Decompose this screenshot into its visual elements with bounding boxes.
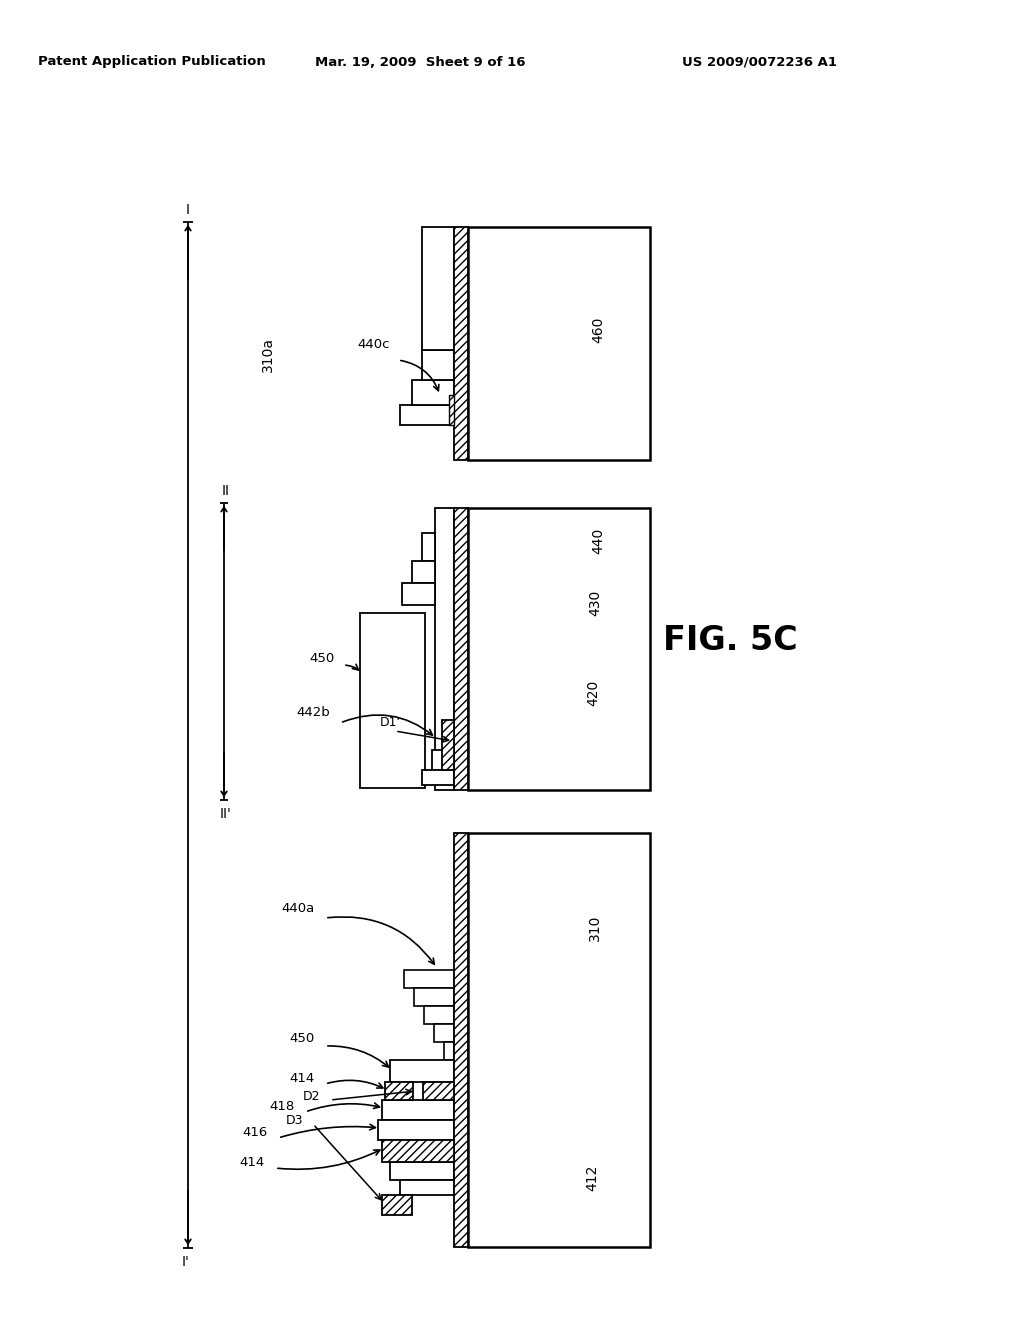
Text: 460: 460 <box>591 317 605 343</box>
Bar <box>449 395 454 425</box>
Bar <box>432 750 454 770</box>
Text: I': I' <box>182 1255 189 1269</box>
Bar <box>382 1195 412 1214</box>
Text: II': II' <box>220 807 232 821</box>
Bar <box>382 1100 454 1119</box>
Bar <box>422 770 454 785</box>
Bar <box>423 1082 454 1100</box>
Bar <box>435 508 454 789</box>
Text: 418: 418 <box>269 1100 295 1113</box>
Bar <box>434 1024 454 1041</box>
Text: 416: 416 <box>243 1126 268 1139</box>
Bar <box>424 1006 454 1024</box>
Text: 414: 414 <box>290 1072 315 1085</box>
Text: 310: 310 <box>588 915 602 941</box>
Text: 450: 450 <box>290 1031 315 1044</box>
Bar <box>454 833 468 1247</box>
Text: 450: 450 <box>309 652 335 664</box>
Bar <box>382 1140 454 1162</box>
Text: Patent Application Publication: Patent Application Publication <box>38 55 266 69</box>
Bar <box>454 227 468 459</box>
Bar <box>422 533 435 561</box>
Bar <box>378 1119 454 1140</box>
Text: FIG. 5C: FIG. 5C <box>663 623 798 656</box>
Bar <box>414 987 454 1006</box>
Text: D2: D2 <box>302 1089 319 1102</box>
Text: US 2009/0072236 A1: US 2009/0072236 A1 <box>683 55 838 69</box>
Bar <box>400 405 454 425</box>
Text: 440c: 440c <box>357 338 390 351</box>
Bar <box>442 719 454 770</box>
Bar <box>390 1162 454 1180</box>
Bar <box>390 1060 454 1082</box>
Text: 440: 440 <box>591 528 605 554</box>
Bar <box>412 380 454 405</box>
Bar <box>468 227 650 459</box>
Bar <box>385 1082 413 1100</box>
Text: D1': D1' <box>380 717 401 730</box>
Text: I: I <box>186 203 190 216</box>
Text: 412: 412 <box>585 1164 599 1191</box>
Bar <box>402 583 435 605</box>
Text: D3: D3 <box>286 1114 303 1126</box>
Bar <box>360 612 425 788</box>
Text: 414: 414 <box>240 1156 265 1170</box>
Bar <box>444 1041 454 1060</box>
Text: 442b: 442b <box>296 706 330 719</box>
Bar <box>468 508 650 789</box>
Bar <box>422 227 454 350</box>
Bar <box>468 833 650 1247</box>
Text: 430: 430 <box>588 590 602 616</box>
Bar <box>422 350 454 380</box>
Bar <box>400 1180 454 1195</box>
Text: 310a: 310a <box>261 338 275 372</box>
Bar <box>454 508 468 789</box>
Text: 420: 420 <box>586 680 600 706</box>
Text: II: II <box>222 484 230 498</box>
Bar <box>404 970 454 987</box>
Text: Mar. 19, 2009  Sheet 9 of 16: Mar. 19, 2009 Sheet 9 of 16 <box>314 55 525 69</box>
Bar <box>412 561 435 583</box>
Text: 440a: 440a <box>282 902 315 915</box>
